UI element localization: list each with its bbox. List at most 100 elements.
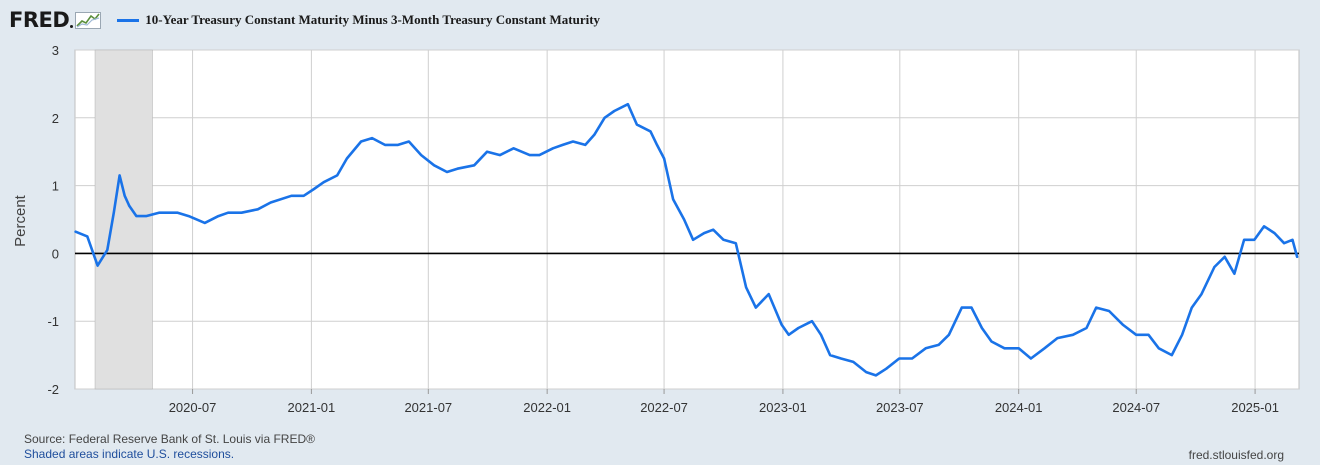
data-point xyxy=(135,215,138,217)
data-point xyxy=(561,144,564,146)
y-tick-label: 3 xyxy=(52,43,59,58)
data-point xyxy=(446,171,448,173)
data-point xyxy=(217,215,220,217)
y-tick-label: -1 xyxy=(47,314,59,329)
x-tick-label: 2023-01 xyxy=(759,400,807,415)
data-point xyxy=(1200,293,1203,295)
data-point xyxy=(603,117,606,119)
fred-logo-text: FRED xyxy=(9,8,70,32)
data-point xyxy=(852,361,855,363)
logo-dot xyxy=(70,24,74,28)
data-point xyxy=(1263,225,1265,228)
data-point xyxy=(1223,255,1226,258)
data-point xyxy=(1121,323,1124,326)
data-point xyxy=(722,239,725,241)
data-point xyxy=(875,374,877,377)
data-point xyxy=(613,110,616,112)
data-point xyxy=(346,157,348,160)
plot-area xyxy=(75,50,1299,389)
data-point xyxy=(1072,333,1074,336)
data-point xyxy=(898,357,900,360)
data-point xyxy=(74,230,77,233)
data-point xyxy=(486,150,488,153)
data-point xyxy=(86,235,89,238)
data-point xyxy=(937,344,940,346)
data-point xyxy=(1108,310,1110,312)
data-point xyxy=(780,323,783,326)
site-link[interactable]: fred.stlouisfed.org xyxy=(1188,448,1284,462)
y-axis-label: Percent xyxy=(12,194,29,247)
data-point xyxy=(397,144,399,146)
x-tick-label: 2020-07 xyxy=(169,400,217,415)
data-point xyxy=(256,208,259,211)
data-point xyxy=(703,232,705,234)
x-tick-label: 2022-07 xyxy=(640,400,688,415)
data-point xyxy=(528,154,531,156)
data-point xyxy=(302,194,305,197)
data-point xyxy=(656,144,658,146)
data-point xyxy=(371,137,373,139)
data-point xyxy=(123,194,126,197)
data-point xyxy=(636,123,638,126)
data-point xyxy=(408,140,410,143)
data-point xyxy=(290,194,293,197)
x-tick-label: 2022-01 xyxy=(523,400,571,415)
data-point xyxy=(572,140,574,143)
data-point xyxy=(1233,272,1236,275)
data-point xyxy=(499,154,501,156)
data-point xyxy=(269,201,272,204)
source-text: Source: Federal Reserve Bank of St. Loui… xyxy=(24,432,315,446)
data-point xyxy=(663,157,665,160)
data-point xyxy=(692,239,694,241)
data-point xyxy=(811,320,813,323)
data-point xyxy=(1213,266,1216,268)
data-point xyxy=(360,140,362,143)
data-point xyxy=(1147,333,1150,336)
data-point xyxy=(384,144,386,146)
data-point xyxy=(112,211,115,214)
x-tick-label: 2021-07 xyxy=(404,400,452,415)
data-point xyxy=(829,354,831,356)
x-tick-label: 2024-07 xyxy=(1112,400,1160,415)
data-point xyxy=(1158,347,1160,350)
x-tick-label: 2021-01 xyxy=(288,400,336,415)
data-point xyxy=(1170,354,1173,356)
sparkline-icon xyxy=(75,12,102,29)
data-point xyxy=(924,347,927,350)
data-point xyxy=(322,181,325,184)
data-point xyxy=(538,154,541,156)
data-point xyxy=(1296,255,1298,258)
data-point xyxy=(767,293,770,295)
data-point xyxy=(1273,232,1276,234)
chart-header: FRED 10-Year Treasury Constant Maturity … xyxy=(9,6,600,34)
legend: 10-Year Treasury Constant Maturity Minus… xyxy=(117,12,600,28)
data-point xyxy=(313,188,315,190)
x-tick-label: 2023-07 xyxy=(876,400,924,415)
data-point xyxy=(1056,337,1059,339)
fred-logo[interactable]: FRED xyxy=(9,8,102,32)
data-point xyxy=(1243,239,1245,241)
data-point xyxy=(1253,239,1256,241)
data-point xyxy=(145,215,147,217)
data-point xyxy=(128,205,131,207)
legend-label: 10-Year Treasury Constant Maturity Minus… xyxy=(145,12,601,27)
data-point xyxy=(433,164,435,167)
data-point xyxy=(745,286,747,289)
data-point xyxy=(552,147,554,150)
data-point xyxy=(187,215,190,217)
data-point xyxy=(1181,333,1183,336)
data-point xyxy=(981,327,983,329)
data-point xyxy=(797,327,800,329)
data-point xyxy=(1095,306,1097,309)
data-point xyxy=(712,228,714,231)
data-point xyxy=(649,130,652,133)
data-point xyxy=(240,211,243,214)
data-point xyxy=(1043,347,1046,350)
legend-swatch xyxy=(117,18,140,22)
data-point xyxy=(672,198,674,200)
data-point xyxy=(1003,347,1006,350)
data-point xyxy=(204,222,206,224)
data-point xyxy=(683,218,685,221)
data-point xyxy=(118,174,121,177)
data-point xyxy=(1190,306,1193,309)
